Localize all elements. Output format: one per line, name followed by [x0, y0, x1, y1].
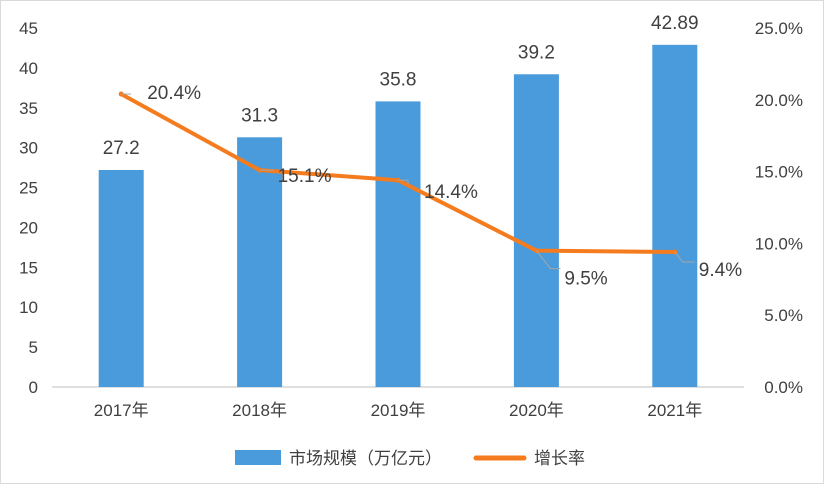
- bar: [652, 44, 698, 388]
- bar: [513, 74, 559, 387]
- y-left-tick-label: 10: [19, 298, 38, 317]
- y-left-tick-label: 0: [29, 378, 38, 397]
- y-right-tick-label: 10.0%: [755, 234, 803, 253]
- bar: [237, 137, 283, 387]
- legend-label-line: 增长率: [534, 449, 585, 468]
- growth-value-label: 20.4%: [147, 83, 201, 104]
- y-left-tick-label: 40: [19, 59, 38, 78]
- x-tick-label: 2020年: [509, 401, 564, 420]
- x-tick-label: 2017年: [94, 401, 149, 420]
- bar: [98, 170, 144, 387]
- y-right-tick-label: 15.0%: [755, 163, 803, 182]
- y-left-tick-label: 35: [19, 99, 38, 118]
- y-left-tick-label: 5: [29, 338, 38, 357]
- y-left-tick-label: 15: [19, 258, 38, 277]
- y-right-tick-label: 25.0%: [755, 19, 803, 38]
- growth-leader-line: [536, 250, 561, 270]
- x-tick-label: 2019年: [371, 401, 426, 420]
- bar-value-label: 39.2: [518, 42, 555, 63]
- growth-value-label: 9.4%: [699, 260, 742, 281]
- data-labels: 27.2 31.3 35.8 39.2 42.89 20.4% 15.1% 14.4% 9.5%…: [103, 13, 743, 290]
- y-left-tick-label: 45: [19, 19, 38, 38]
- x-tick-label: 2021年: [647, 401, 702, 420]
- legend: 市场规模（万亿元） 增长率: [235, 449, 585, 468]
- growth-leader-line: [398, 179, 409, 185]
- y-right-tick-label: 5.0%: [764, 306, 803, 325]
- bar-value-label: 31.3: [241, 105, 278, 126]
- bar: [375, 101, 421, 387]
- growth-leader-line: [674, 251, 695, 263]
- bar-value-label: 42.89: [651, 13, 699, 34]
- bar-value-label: 35.8: [380, 69, 417, 90]
- bars: [98, 44, 698, 388]
- y-left-tick-label: 20: [19, 218, 38, 237]
- growth-value-label: 14.4%: [424, 182, 478, 203]
- y-left-tick-label: 30: [19, 139, 38, 158]
- bar-value-label: 27.2: [103, 138, 140, 159]
- legend-swatch-bar: [235, 450, 281, 465]
- x-tick-label: 2018年: [232, 401, 287, 420]
- y-right-tick-label: 20.0%: [755, 91, 803, 110]
- y-left-tick-label: 25: [19, 179, 38, 198]
- growth-value-label: 9.5%: [564, 269, 607, 290]
- axes: 0 5 10 15 20 25 30 35 40 45 0.0% 5.0% 10.0% 15.0% 20.0…: [19, 19, 803, 420]
- legend-label-bar: 市场规模（万亿元）: [289, 449, 442, 468]
- growth-value-label: 15.1%: [278, 166, 332, 187]
- y-right-tick-label: 0.0%: [764, 378, 803, 397]
